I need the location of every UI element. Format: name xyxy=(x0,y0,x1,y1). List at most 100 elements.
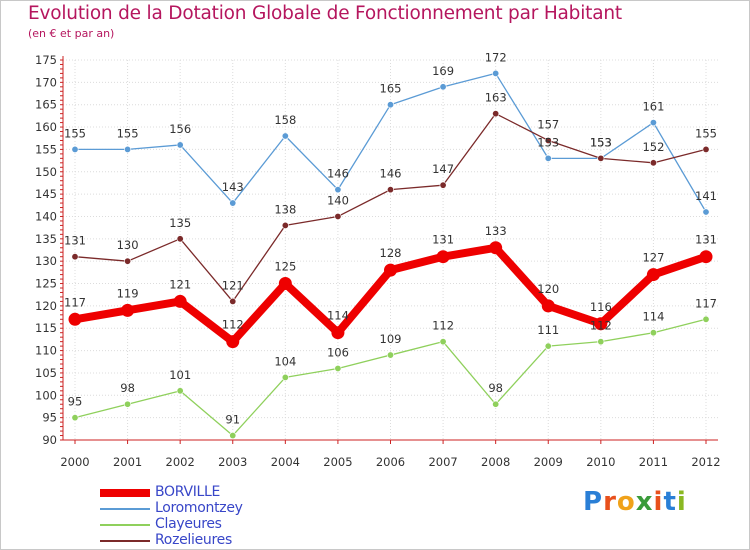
data-point xyxy=(281,132,289,140)
data-point xyxy=(544,136,552,144)
chart-title: Evolution de la Dotation Globale de Fonc… xyxy=(28,3,622,24)
data-point xyxy=(229,297,237,305)
y-tick-label: 155 xyxy=(35,142,57,156)
data-point xyxy=(71,253,79,261)
data-label: 131 xyxy=(432,233,454,247)
data-point xyxy=(649,329,657,337)
data-label: 116 xyxy=(590,300,612,314)
data-point xyxy=(278,277,292,291)
data-point xyxy=(597,154,605,162)
x-tick-label: 2005 xyxy=(323,455,352,469)
x-tick-label: 2002 xyxy=(166,455,195,469)
data-point xyxy=(649,119,657,127)
data-label: 161 xyxy=(642,100,664,114)
x-tick-label: 2009 xyxy=(534,455,563,469)
data-label: 128 xyxy=(380,246,402,260)
data-point xyxy=(436,250,450,264)
data-point xyxy=(124,257,132,265)
data-point xyxy=(176,235,184,243)
data-label: 121 xyxy=(169,277,191,291)
x-tick-label: 2001 xyxy=(113,455,142,469)
axes: 90 95 100 105 110 115 120 125 130 135 140 145 150 155… xyxy=(35,53,721,469)
data-label: 153 xyxy=(590,135,612,149)
data-point xyxy=(334,364,342,372)
data-point xyxy=(71,414,79,422)
data-label: 91 xyxy=(225,413,240,427)
data-label: 125 xyxy=(274,260,296,274)
data-label: 127 xyxy=(642,251,664,265)
data-point xyxy=(439,338,447,346)
data-point xyxy=(386,351,394,359)
logo-letter: P xyxy=(583,487,604,517)
data-label: 152 xyxy=(642,140,664,154)
data-point xyxy=(541,299,555,313)
data-point xyxy=(699,250,713,264)
legend-label: BORVILLE xyxy=(155,484,221,500)
x-tick-label: 2007 xyxy=(428,455,457,469)
x-tick-label: 2012 xyxy=(691,455,720,469)
data-point xyxy=(71,145,79,153)
data-point xyxy=(229,432,237,440)
y-tick-label: 120 xyxy=(35,299,57,313)
data-label: 95 xyxy=(68,395,83,409)
data-label: 130 xyxy=(117,238,139,252)
data-label: 140 xyxy=(327,193,349,207)
data-label: 114 xyxy=(327,309,349,323)
data-label: 111 xyxy=(537,323,559,337)
legend-label: Rozelieures xyxy=(155,532,232,548)
data-point xyxy=(281,221,289,229)
data-label: 146 xyxy=(380,167,402,181)
y-tick-label: 135 xyxy=(35,232,57,246)
data-label: 169 xyxy=(432,64,454,78)
data-label: 106 xyxy=(327,345,349,359)
legend-swatch xyxy=(100,489,150,497)
data-label: 121 xyxy=(222,278,244,292)
y-tick-label: 170 xyxy=(35,75,57,89)
series-lines xyxy=(68,69,713,440)
data-point xyxy=(176,387,184,395)
data-label: 133 xyxy=(485,224,507,238)
legend-swatch xyxy=(100,524,150,526)
data-label: 172 xyxy=(485,50,507,64)
data-label: 114 xyxy=(642,310,664,324)
y-tick-label: 145 xyxy=(35,187,57,201)
y-tick-label: 110 xyxy=(35,344,57,358)
y-tick-label: 125 xyxy=(35,277,57,291)
data-label: 131 xyxy=(695,233,717,247)
y-tick-label: 105 xyxy=(35,366,57,380)
legend-label: Loromontzey xyxy=(155,500,243,516)
y-tick-label: 175 xyxy=(35,53,57,67)
logo-letter: i xyxy=(653,487,664,517)
data-point xyxy=(439,83,447,91)
x-tick-label: 2011 xyxy=(639,455,668,469)
x-tick-label: 2010 xyxy=(586,455,615,469)
data-point xyxy=(492,69,500,77)
legend-item: Clayeures xyxy=(100,516,340,533)
data-label: 158 xyxy=(274,113,296,127)
data-point xyxy=(649,159,657,167)
y-tick-label: 150 xyxy=(35,165,57,179)
data-point xyxy=(492,400,500,408)
data-label: 104 xyxy=(274,354,296,368)
logo-letter: t xyxy=(663,487,677,517)
data-label: 156 xyxy=(169,122,191,136)
data-label: 112 xyxy=(432,319,454,333)
data-point xyxy=(386,186,394,194)
data-label: 153 xyxy=(537,135,559,149)
data-point xyxy=(226,335,240,349)
proxiti-logo: Proxiti xyxy=(583,487,687,517)
data-point xyxy=(702,315,710,323)
data-label: 165 xyxy=(380,82,402,96)
y-tick-label: 95 xyxy=(42,411,57,425)
data-point xyxy=(331,326,345,340)
data-label: 98 xyxy=(120,381,135,395)
data-point xyxy=(384,263,397,277)
logo-letter: o xyxy=(616,487,636,517)
data-label: 112 xyxy=(222,318,244,332)
y-tick-label: 165 xyxy=(35,98,57,112)
x-tick-label: 2003 xyxy=(218,455,247,469)
y-tick-label: 100 xyxy=(35,388,57,402)
data-label: 135 xyxy=(169,216,191,230)
